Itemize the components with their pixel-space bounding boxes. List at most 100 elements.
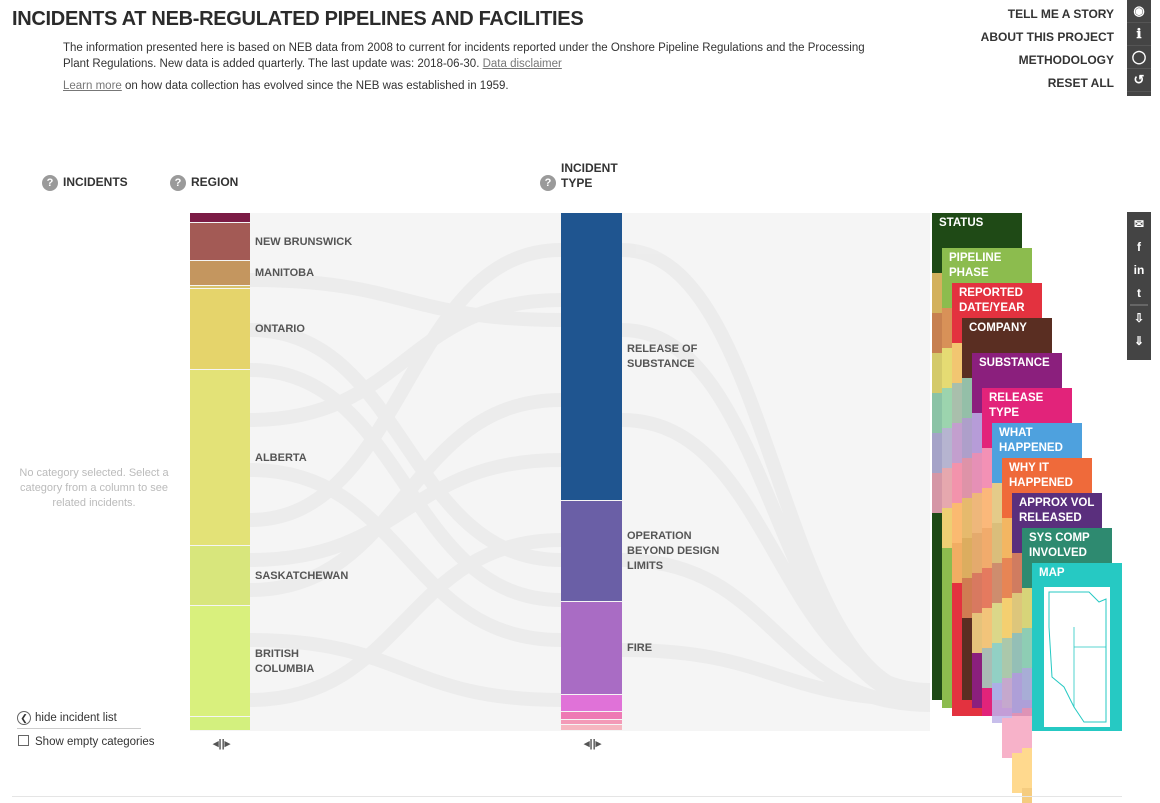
reset-all-link[interactable]: RESET ALL — [1047, 76, 1114, 90]
data-disclaimer-link[interactable]: Data disclaimer — [482, 58, 562, 70]
show-empty-categories-checkbox[interactable]: Show empty categories — [18, 735, 155, 748]
ring-icon[interactable]: ◯ — [1127, 46, 1151, 69]
about-this-project-link[interactable]: ABOUT THIS PROJECT — [980, 30, 1114, 44]
card-stripe — [1022, 588, 1032, 628]
card-stripe — [932, 313, 942, 353]
card-stripe — [952, 343, 962, 383]
card-label: WHAT HAPPENED — [999, 427, 1063, 454]
card-label: WHY IT HAPPENED — [1009, 462, 1073, 489]
card-stripe — [932, 433, 942, 473]
region-segment[interactable] — [190, 546, 250, 605]
intro-body: The information presented here is based … — [63, 42, 865, 70]
card-stripe — [962, 578, 972, 618]
card-stripe — [972, 453, 982, 493]
region-segment[interactable] — [190, 289, 250, 369]
card-stripe — [942, 428, 952, 468]
region-segment[interactable] — [190, 717, 250, 730]
incident-type-segment[interactable] — [561, 501, 622, 601]
region-segment[interactable] — [190, 213, 250, 222]
category-card-map[interactable]: MAP — [1032, 563, 1122, 731]
facebook-icon[interactable]: f — [1137, 239, 1141, 254]
card-stripe — [1002, 718, 1012, 758]
incident-type-segment[interactable] — [561, 725, 622, 730]
incident-type-segment[interactable] — [561, 695, 622, 711]
intro-text: The information presented here is based … — [63, 40, 883, 72]
card-stripe — [982, 448, 992, 488]
card-stripe — [1022, 708, 1032, 748]
flow-ribbon — [249, 273, 562, 327]
flow-ribbon — [249, 533, 562, 707]
card-stripe — [952, 463, 962, 503]
twitter-icon[interactable]: t — [1137, 285, 1141, 300]
info-icon[interactable]: ℹ — [1127, 23, 1151, 46]
region-label[interactable]: BRITISH COLUMBIA — [255, 647, 315, 675]
incident-type-label[interactable]: OPERATION BEYOND DESIGN LIMITS — [627, 530, 720, 572]
card-stripe — [1012, 633, 1022, 673]
flow-ribbon — [249, 243, 562, 527]
card-stripe — [992, 603, 1002, 643]
card-stripe — [992, 643, 1002, 683]
card-stripe — [942, 388, 952, 428]
card-label: MAP — [1039, 567, 1065, 579]
linkedin-icon[interactable]: in — [1133, 262, 1145, 277]
card-stripe — [962, 458, 972, 498]
card-stripe — [972, 573, 982, 613]
map-thumbnail[interactable] — [1044, 587, 1110, 727]
region-segment[interactable] — [190, 223, 250, 260]
card-stripe — [1002, 638, 1012, 678]
card-stripe — [942, 468, 952, 508]
region-segment[interactable] — [190, 261, 250, 285]
help-icon[interactable]: ? — [42, 175, 58, 191]
card-stripe — [1022, 788, 1032, 803]
incident-type-label[interactable]: FIRE — [627, 642, 653, 654]
download-data-icon[interactable]: ⇓ — [1133, 333, 1145, 348]
reset-icon[interactable]: ↺ — [1127, 69, 1151, 92]
region-label[interactable]: ALBERTA — [255, 451, 307, 464]
incident-type-segment[interactable] — [561, 720, 622, 724]
region-segment[interactable] — [190, 286, 250, 288]
download-image-icon[interactable]: ⇩ — [1133, 310, 1145, 325]
card-stripe — [1002, 558, 1012, 598]
region-resize-handle[interactable]: ◂||▸ — [213, 738, 231, 750]
region-segment[interactable] — [190, 370, 250, 545]
card-stripe — [1012, 553, 1022, 593]
card-stripe — [952, 383, 962, 423]
top-nav: TELL ME A STORY ABOUT THIS PROJECT METHO… — [981, 6, 1114, 98]
flow-ribbon — [621, 643, 931, 707]
incident-type-segment[interactable] — [561, 712, 622, 719]
card-stripe — [1012, 593, 1022, 633]
incident-type-segment[interactable] — [561, 213, 622, 500]
card-stripe — [932, 273, 942, 313]
incident-type-segment[interactable] — [561, 602, 622, 694]
learn-more-link[interactable]: Learn more — [63, 80, 122, 92]
incident-type-label[interactable]: RELEASE OF SUBSTANCE — [627, 343, 698, 370]
share-divider — [1130, 304, 1148, 306]
eye-icon[interactable]: ◉ — [1127, 0, 1151, 23]
card-stripe — [962, 418, 972, 458]
card-stripe — [932, 473, 942, 513]
card-stripe — [942, 508, 952, 548]
card-stripe — [952, 503, 962, 543]
card-stripe — [1012, 713, 1022, 753]
card-stripe — [982, 568, 992, 608]
tell-me-a-story-link[interactable]: TELL ME A STORY — [1007, 7, 1114, 21]
region-label[interactable]: MANITOBA — [255, 267, 315, 279]
region-label[interactable]: ONTARIO — [255, 323, 305, 335]
region-segment[interactable] — [190, 606, 250, 716]
card-stripe — [942, 308, 952, 348]
region-label[interactable]: NEW BRUNSWICK — [255, 235, 353, 248]
methodology-link[interactable]: METHODOLOGY — [1018, 53, 1114, 67]
empty-incident-message: No category selected. Select a category … — [19, 467, 169, 509]
help-icon[interactable]: ? — [170, 175, 186, 191]
incidents-column-header: ? INCIDENTS — [42, 175, 128, 191]
card-stripe — [982, 528, 992, 568]
hide-incident-list-button[interactable]: ❮ hide incident list — [17, 711, 141, 729]
chevron-left-icon: ❮ — [17, 711, 31, 725]
email-icon[interactable]: ✉ — [1133, 216, 1145, 231]
region-label[interactable]: SASKATCHEWAN — [255, 569, 349, 582]
help-icon[interactable]: ? — [540, 175, 556, 191]
type-resize-handle[interactable]: ◂||▸ — [584, 738, 602, 750]
flow-ribbon — [621, 243, 931, 702]
flow-ribbon — [249, 453, 562, 567]
card-stripe — [982, 648, 992, 688]
